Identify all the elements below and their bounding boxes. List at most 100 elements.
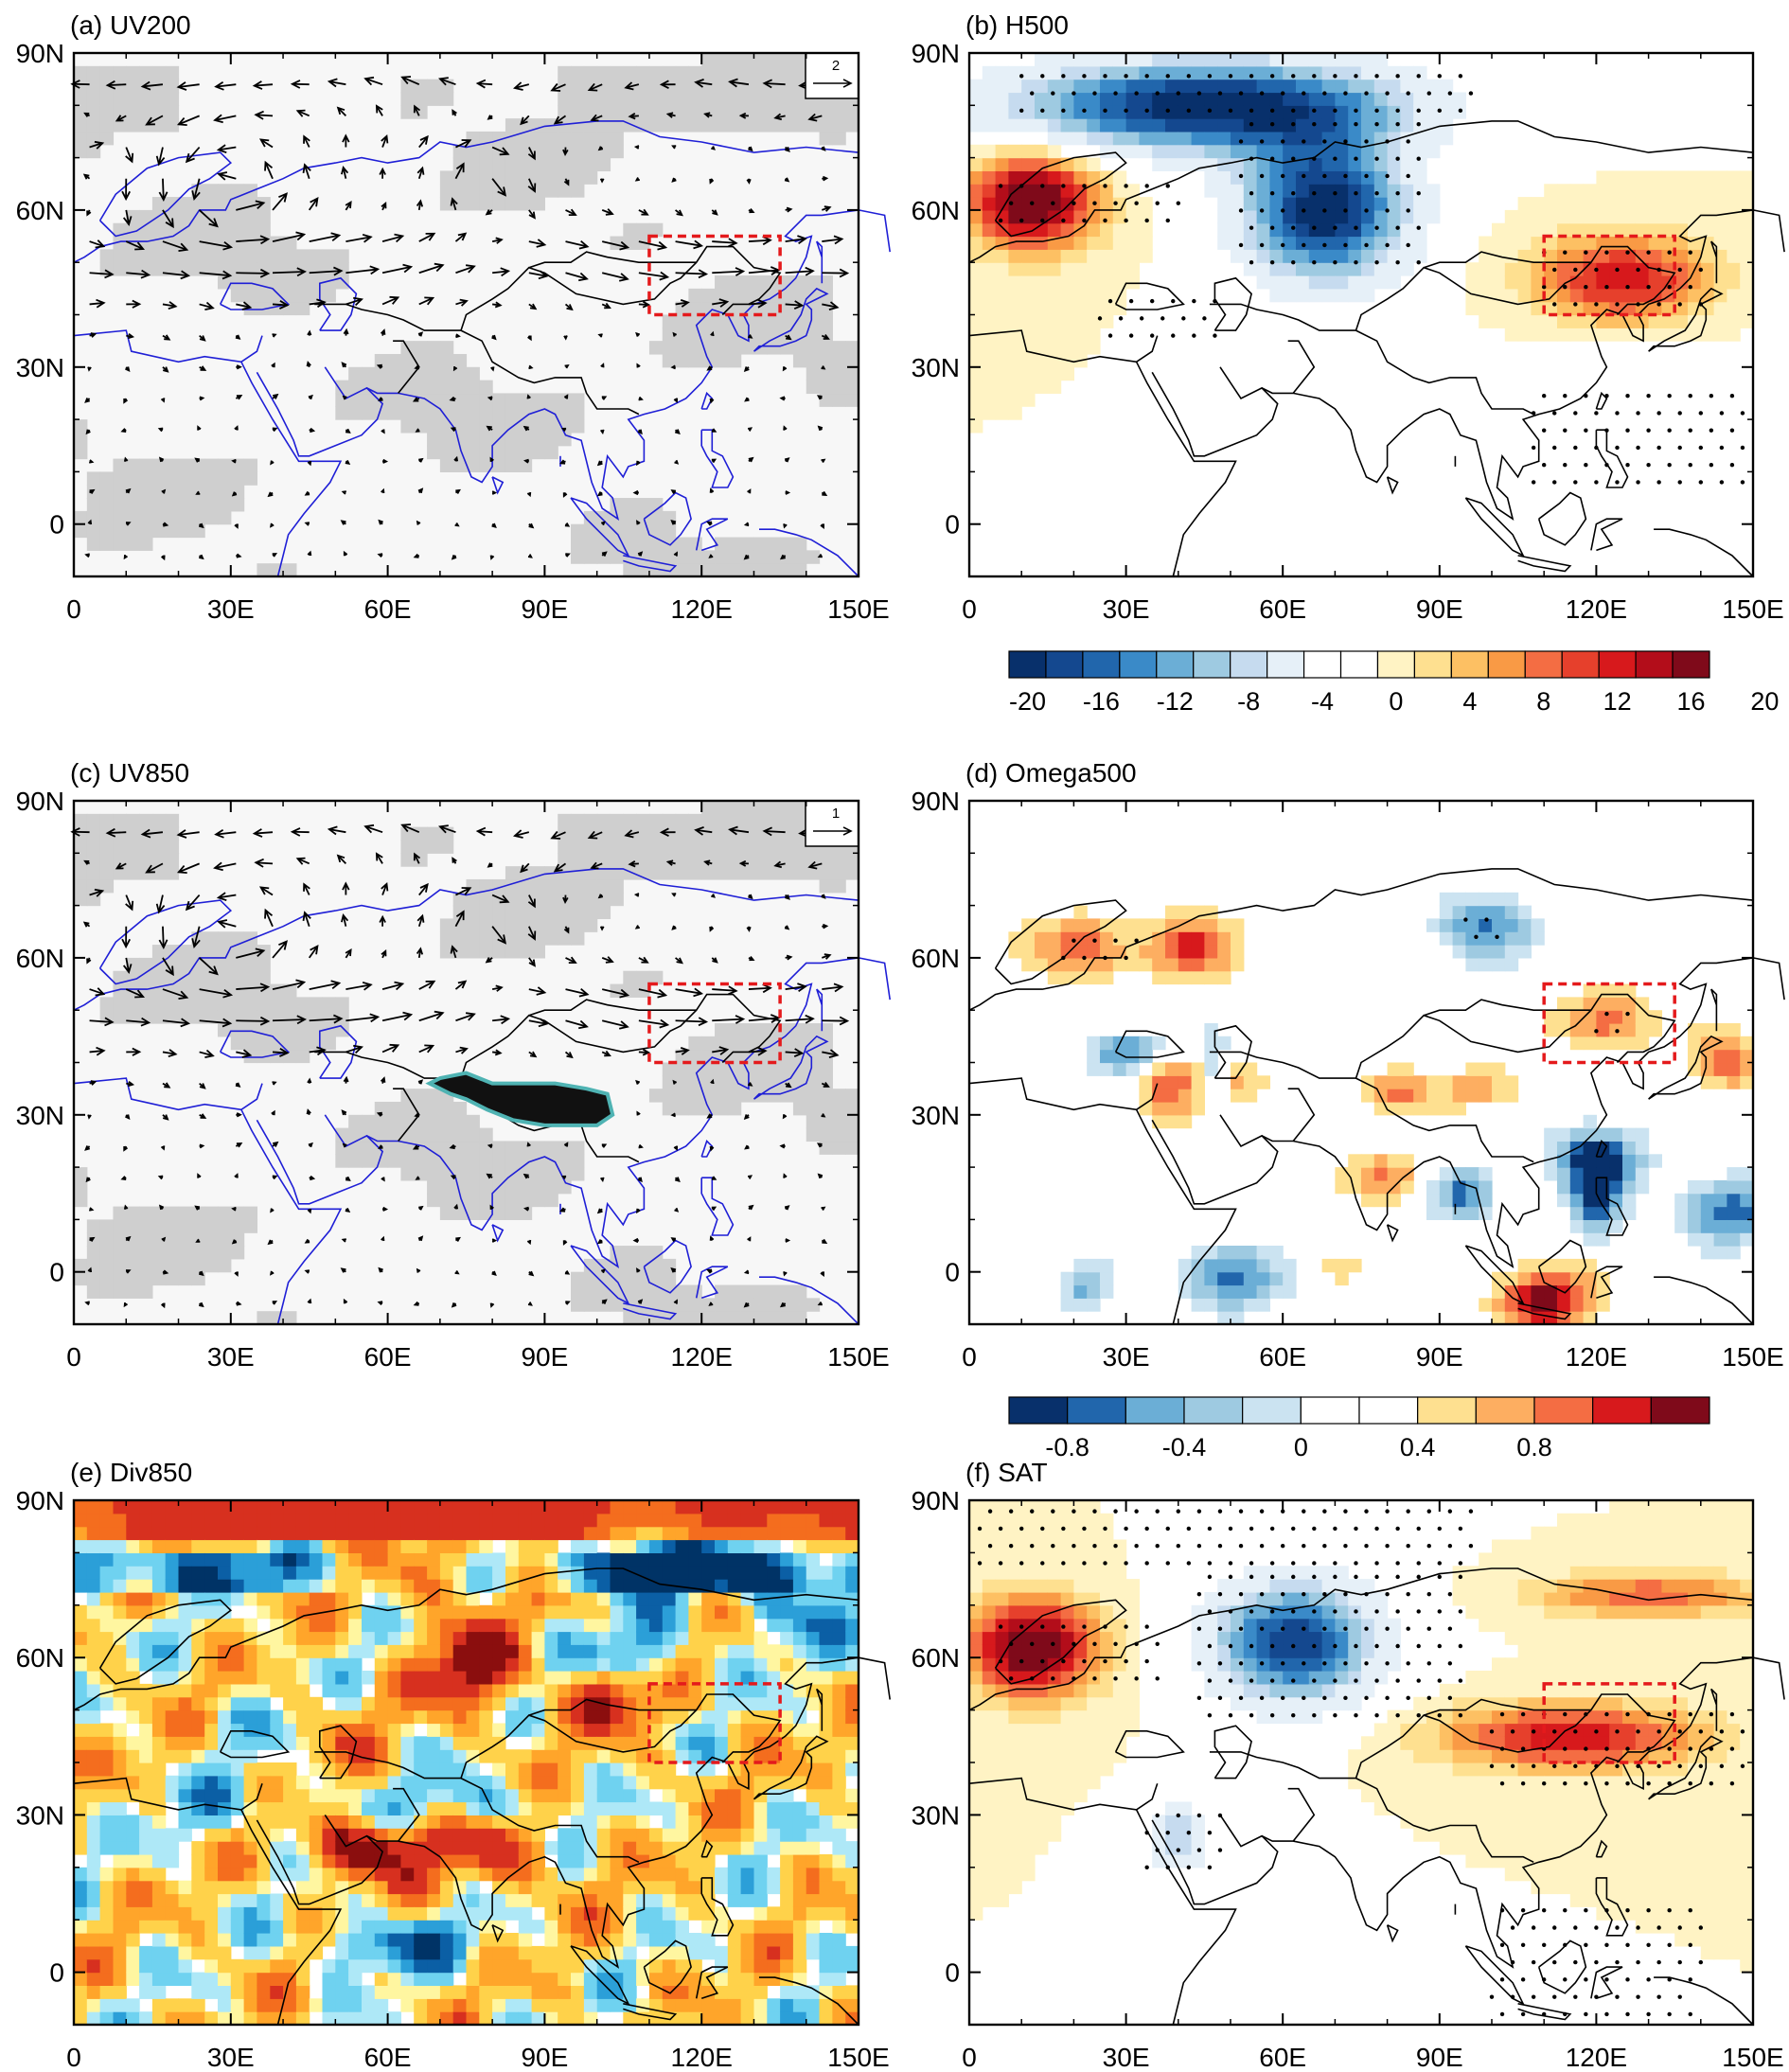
reference-vector-box [805, 800, 859, 847]
colorbar-h500: -20 -16 -12 -8 -4 0 4 8 12 16 20 [1008, 650, 1779, 716]
x-tick-label: 90E [1416, 1342, 1463, 1372]
x-tick-label: 60E [1259, 2043, 1306, 2072]
y-tick-label: 60N [16, 944, 64, 973]
wind-vector [808, 862, 823, 868]
wind-vector [477, 82, 493, 86]
wind-vector [675, 1019, 707, 1023]
wind-vector [638, 240, 666, 249]
colorbar-swatch [1592, 1396, 1652, 1425]
reference-vector-label: 1 [832, 806, 840, 822]
x-tick-label: 60E [1259, 594, 1306, 624]
colorbar-label: -16 [1083, 687, 1120, 716]
wind-vector [455, 300, 468, 306]
wind-vector [309, 234, 340, 242]
reference-vector-label: 2 [832, 58, 840, 74]
y-tick-label: 0 [49, 1258, 64, 1287]
wind-vector [272, 981, 305, 990]
x-tick-label: 150E [827, 2043, 889, 2072]
wind-vector [554, 862, 567, 873]
wind-vector [381, 1044, 399, 1054]
x-tick-label: 120E [1566, 594, 1627, 624]
wind-vector [308, 946, 319, 959]
wind-vector [638, 272, 668, 278]
colorbar-swatch [1475, 1396, 1535, 1425]
colorbar-swatch [1302, 650, 1342, 679]
wind-vector [477, 830, 493, 834]
wind-vector [439, 78, 456, 86]
wind-vector [418, 980, 434, 990]
panel-f: 0 30E 60E 90E 120E 150E 90N 60N 30N 0 (f) SAT [912, 1458, 1785, 2072]
wind-vector [748, 269, 779, 274]
wind-vector [528, 894, 536, 907]
wind-vector [125, 147, 133, 163]
x-tick-label: 30E [1103, 594, 1150, 624]
wind-vector [712, 1018, 744, 1022]
wind-vector [364, 825, 383, 834]
wind-vector [162, 957, 174, 975]
wind-vector [638, 1019, 668, 1026]
colorbar-swatch [1125, 1396, 1185, 1425]
panel-c: 1 0 30E 60E 90E 120E 150E 90N 60N 30N 0 (c) UV850 [16, 758, 891, 1372]
wind-vector [785, 1051, 803, 1054]
wind-vector [146, 115, 164, 126]
y-tick-label: 60N [16, 1643, 64, 1673]
wind-vector [186, 146, 201, 163]
wind-vector [345, 236, 371, 242]
wind-vector [199, 1051, 214, 1057]
wind-vector [236, 1019, 269, 1022]
colorbar-swatch [1358, 1396, 1419, 1425]
x-tick-label: 120E [1566, 1342, 1627, 1372]
colorbar-label: 0.4 [1400, 1433, 1436, 1461]
wind-vector [418, 232, 434, 242]
wind-vector [214, 862, 237, 869]
wind-vector [528, 926, 536, 940]
wind-vector [309, 1049, 325, 1054]
wind-vector [492, 1018, 509, 1022]
wind-vector [126, 272, 150, 276]
wind-vector [785, 303, 803, 307]
colorbar-label: -0.4 [1162, 1433, 1207, 1461]
wind-vector [528, 1019, 547, 1025]
wind-vector [696, 829, 713, 834]
y-tick-label: 90N [912, 787, 960, 816]
wind-vector [89, 142, 103, 149]
wind-vector [199, 272, 231, 277]
panel-e: 0 30E 60E 90E 120E 150E 90N 60N 30N 0 (e) Div850 [16, 1458, 891, 2072]
x-tick-label: 0 [66, 2043, 81, 2072]
wind-vector [162, 1051, 176, 1055]
wind-vector [418, 883, 429, 896]
wind-vector [303, 883, 310, 895]
wind-vector [178, 115, 200, 126]
x-tick-label: 120E [670, 1342, 732, 1372]
x-tick-label: 60E [1259, 1342, 1306, 1372]
wind-vector [822, 303, 838, 309]
colorbar-label: 20 [1750, 687, 1779, 716]
wind-vector [381, 1014, 412, 1022]
wind-vector [454, 980, 467, 990]
target-region-box [1542, 982, 1676, 1065]
x-tick-label: 150E [1722, 1342, 1783, 1372]
wind-vector [236, 202, 264, 211]
wind-vector [199, 1019, 231, 1025]
wind-vector [107, 83, 127, 87]
wind-vector [381, 135, 388, 148]
wind-vector [381, 983, 403, 990]
wind-vector [401, 76, 420, 86]
x-tick-label: 90E [1416, 594, 1463, 624]
x-tick-label: 120E [670, 594, 732, 624]
colorbar-swatch [1561, 650, 1600, 679]
colorbar-swatch [1183, 1396, 1244, 1425]
target-region-box [647, 1682, 782, 1764]
colorbar-swatch [1193, 650, 1231, 679]
wind-vector [418, 1012, 443, 1022]
wind-vector [551, 83, 566, 92]
wind-vector [236, 1051, 251, 1056]
wind-vector [712, 988, 736, 992]
y-tick-label: 30N [16, 1101, 64, 1130]
wind-vector [455, 1048, 468, 1054]
x-tick-label: 0 [962, 2043, 977, 2072]
wind-vector [528, 240, 545, 246]
target-region-box [647, 982, 782, 1065]
wind-vector [89, 890, 103, 896]
wind-vector [215, 831, 237, 836]
